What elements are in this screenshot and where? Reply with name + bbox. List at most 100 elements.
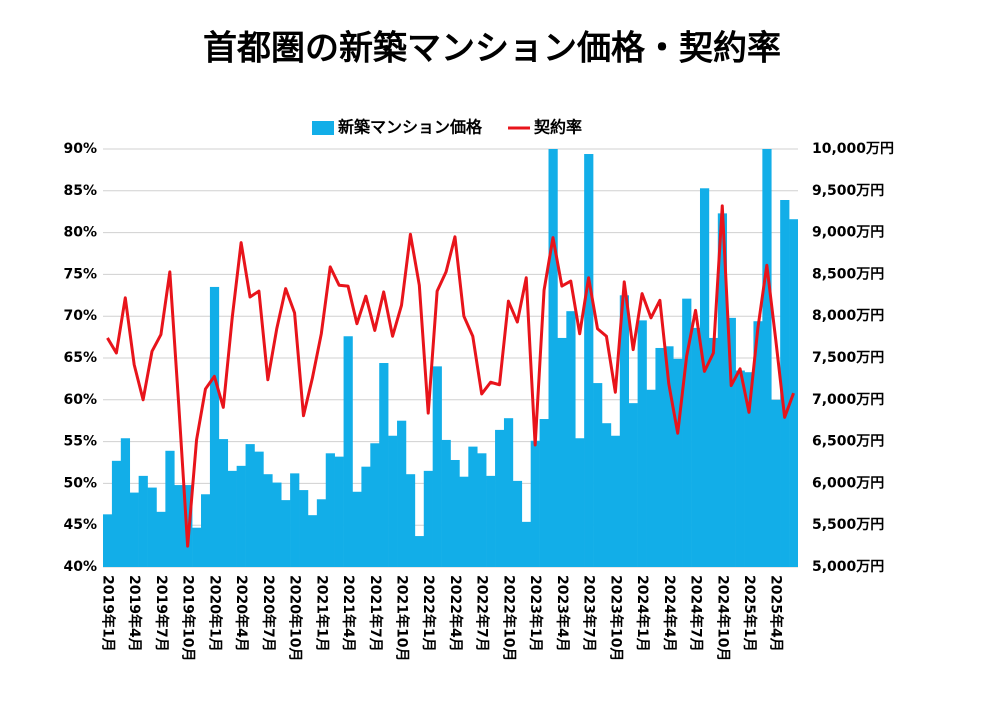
bar [717,213,728,567]
bar [209,286,220,567]
bar [699,188,710,567]
x-tick-label: 2023年7月 [581,575,598,652]
bar [201,494,211,567]
x-tick-label: 2021年4月 [340,575,357,652]
bar [414,536,425,567]
bar [138,475,148,567]
x-tick-label: 2022年7月 [474,575,491,652]
bar [664,346,674,567]
bar [343,336,353,567]
bar [771,399,781,567]
x-tick-label: 2019年1月 [99,575,116,652]
x-tick-label: 2025年1月 [741,575,758,652]
x-tick-label: 2021年7月 [367,575,384,652]
plot-area [103,149,798,567]
bar [655,347,665,567]
bar [334,456,344,567]
x-tick-label: 2020年1月 [206,575,223,652]
y2-tick-label: 8,500万円 [812,266,884,282]
bar [593,383,603,567]
y2-tick-label: 9,500万円 [812,183,884,199]
bar [263,474,273,567]
x-tick-label: 2022年4月 [447,575,464,652]
x-tick-label: 2025年4月 [768,575,785,652]
bar [236,465,246,567]
x-tick-label: 2019年7月 [153,575,170,652]
x-tick-label: 2024年7月 [688,575,705,652]
bar [477,453,487,567]
bar [254,451,264,567]
bar [316,499,327,567]
bar [486,475,496,567]
bar [495,429,505,567]
y2-tick-label: 5,000万円 [812,559,884,575]
y-tick-label: 80% [63,225,97,241]
bar [103,514,113,567]
bar [397,420,407,567]
bar [361,466,371,567]
x-tick-label: 2019年10月 [180,575,197,661]
bar [441,439,451,567]
bar [744,372,754,567]
bar [575,438,585,567]
x-tick-label: 2023年1月 [527,575,544,652]
bar [637,320,647,567]
bar [646,389,656,567]
y-tick-label: 60% [63,392,97,408]
bar [753,321,763,567]
bar [120,438,131,567]
bar [468,446,478,567]
y2-tick-label: 7,500万円 [812,350,884,366]
bar [780,199,790,567]
x-tick-label: 2022年10月 [500,575,517,661]
bar [290,473,300,567]
legend-label: 新築マンション価格 [338,118,483,137]
bar [307,515,318,567]
chart-title: 首都圏の新築マンション価格・契約率 [203,29,781,69]
bar [512,480,523,567]
y2-tick-label: 9,000万円 [812,225,884,241]
y-tick-label: 65% [63,350,97,366]
bar [299,490,309,567]
bar [450,459,460,567]
bar [566,311,576,567]
bar [370,443,380,567]
bar [352,491,362,567]
bar [423,470,433,567]
bar [735,370,745,567]
y2-tick-label: 5,500万円 [812,517,884,533]
y-tick-label: 85% [63,183,97,199]
legend-label: 契約率 [533,118,582,137]
line [106,204,795,548]
y-tick-label: 90% [63,141,97,157]
bar [129,492,139,567]
bar [673,358,683,567]
bar [325,453,335,567]
bar [584,154,594,567]
bar [272,482,282,567]
y-tick-label: 75% [63,266,97,282]
y-tick-label: 45% [63,517,97,533]
bar [530,440,540,567]
bar [245,444,255,567]
y2-tick-label: 6,000万円 [812,475,884,491]
x-tick-label: 2022年1月 [420,575,437,652]
x-tick-label: 2020年4月 [233,575,250,652]
bar [539,419,549,567]
x-tick-label: 2024年1月 [634,575,651,652]
x-tick-label: 2023年10月 [607,575,624,661]
legend-swatch [312,121,334,135]
bar [227,470,237,567]
x-tick-label: 2020年10月 [287,575,304,661]
x-tick-label: 2024年4月 [661,575,678,652]
y-tick-label: 70% [63,308,97,324]
y-tick-label: 50% [63,475,97,491]
x-tick-label: 2023年4月 [554,575,571,652]
bar [459,476,469,567]
bar [192,527,202,567]
bar [405,474,416,567]
bar [147,487,157,567]
bar [432,366,442,567]
bar [708,337,719,567]
x-tick-label: 2020年7月 [260,575,277,652]
